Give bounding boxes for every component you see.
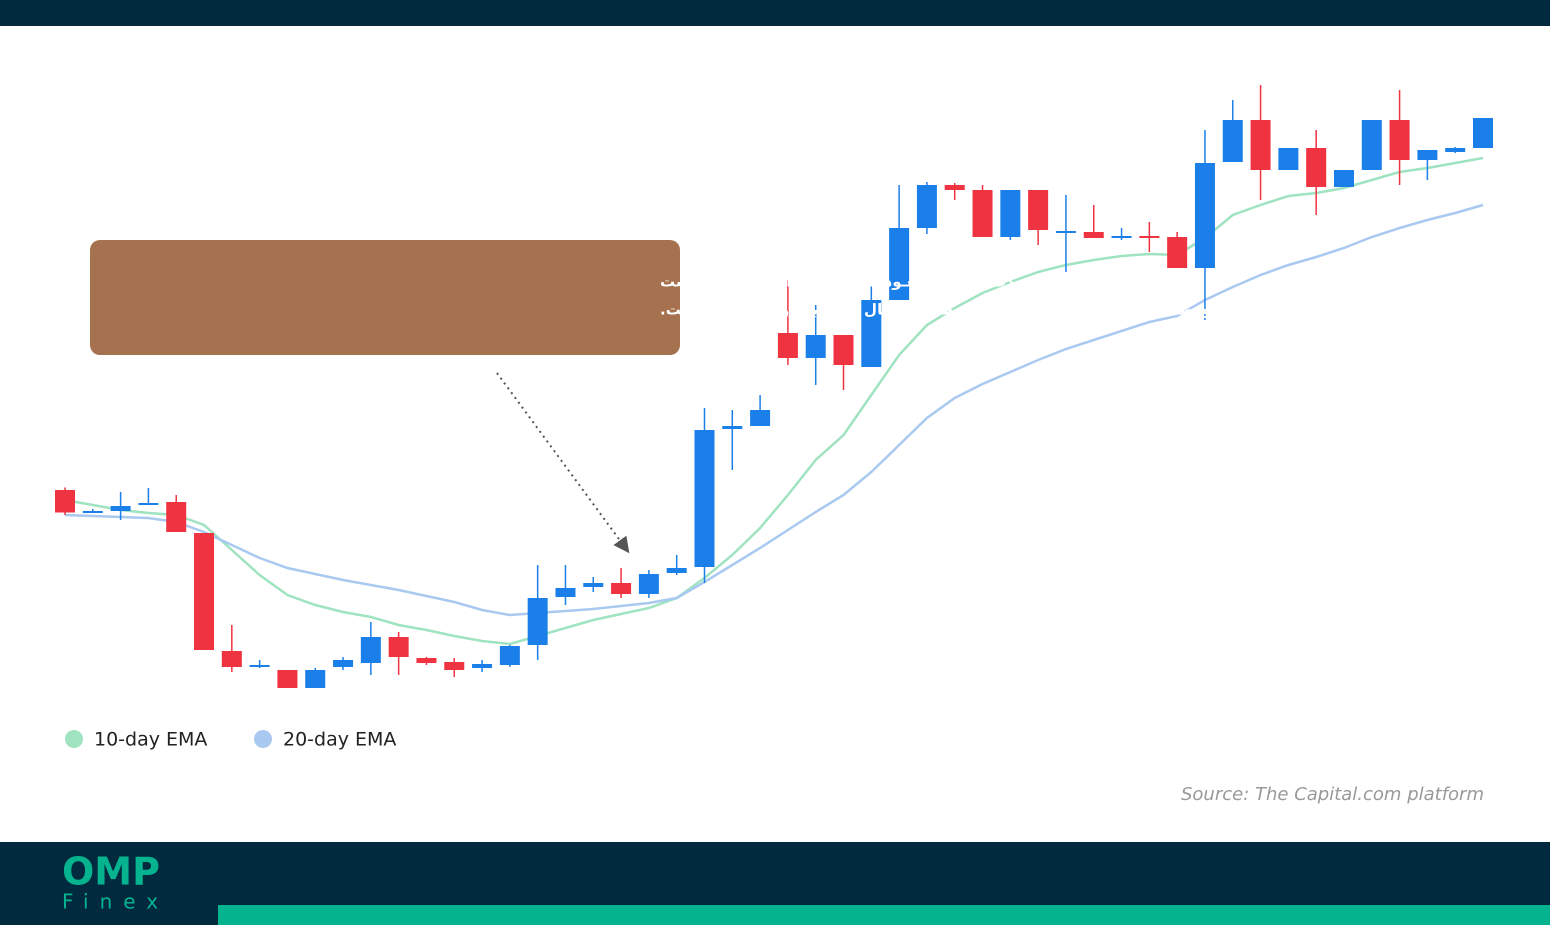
- legend-label: 10-day EMA: [94, 729, 207, 751]
- candle-body: [249, 665, 270, 667]
- candle-body: [499, 646, 520, 665]
- candle-body: [194, 533, 215, 650]
- legend-label: 20-day EMA: [283, 729, 396, 751]
- candle-body: [833, 335, 854, 365]
- candle-body: [805, 335, 826, 358]
- candle-body: [1028, 190, 1049, 230]
- legend-dot: [65, 730, 83, 748]
- candle-body: [444, 662, 465, 670]
- annotation-line: و تقاطع طلایی را شکل می‌دهد که نشان‌دهند…: [660, 301, 1259, 319]
- candle-body: [305, 670, 326, 688]
- candle-body: [1111, 236, 1132, 238]
- annotation-arrow: [496, 372, 630, 554]
- candle-body: [694, 430, 715, 567]
- footer-strip: [218, 905, 1550, 925]
- candle-body: [82, 511, 103, 513]
- candle-body: [722, 426, 743, 429]
- candle-body: [1445, 148, 1466, 152]
- candle-body: [166, 502, 187, 532]
- candle-body: [416, 658, 437, 663]
- candle-body: [944, 185, 965, 190]
- candle-body: [861, 300, 882, 367]
- annotation-line: ای ام ای (EMA) کوتـاه‌مدت درحـال صعـود ب…: [660, 273, 1193, 291]
- candle-body: [333, 660, 354, 667]
- candle-body: [583, 583, 604, 587]
- candle-body: [889, 228, 910, 300]
- candle-body: [1473, 118, 1493, 148]
- candle-body: [777, 333, 798, 358]
- candle-body: [972, 190, 993, 237]
- logo: OMP: [62, 850, 160, 894]
- candle-body: [360, 637, 381, 663]
- candle-body: [1250, 120, 1271, 170]
- candle-body: [138, 503, 159, 505]
- annotation-box: [90, 240, 680, 355]
- candle-body: [277, 670, 298, 688]
- candle-body: [1167, 237, 1188, 268]
- plot: 10-day EMA 20-day EMA: [55, 85, 1493, 751]
- candle-body: [1278, 148, 1299, 170]
- candle-body: [916, 185, 937, 228]
- candle-body: [1333, 170, 1354, 187]
- candle-body: [1361, 120, 1382, 170]
- ema-line: [64, 156, 1484, 646]
- candle-body: [555, 588, 576, 597]
- source: Source: The Capital.com platform: [1181, 784, 1484, 805]
- candle-body: [1306, 148, 1327, 187]
- top-bar: [0, 0, 1550, 26]
- candle-body: [110, 506, 131, 511]
- ema-line: [64, 203, 1484, 617]
- candle-body: [1417, 150, 1438, 160]
- candle-body: [666, 568, 687, 573]
- candle-body: [472, 664, 493, 668]
- candle-body: [388, 637, 409, 657]
- candle-body: [527, 598, 548, 645]
- candle-body: [750, 410, 771, 426]
- candle-body: [221, 651, 242, 667]
- candle-body: [1000, 190, 1021, 237]
- candle-body: [55, 490, 75, 513]
- candle-body: [1083, 232, 1104, 238]
- candle-body: [1222, 120, 1243, 162]
- legend-dot: [254, 730, 272, 748]
- candle-body: [638, 574, 659, 594]
- candle-body: [1194, 163, 1215, 268]
- candle-body: [611, 583, 632, 594]
- candle-body: [1139, 236, 1160, 238]
- candle-body: [1055, 231, 1076, 233]
- candle-body: [1389, 120, 1410, 160]
- logo-tagline: Finex: [62, 890, 169, 914]
